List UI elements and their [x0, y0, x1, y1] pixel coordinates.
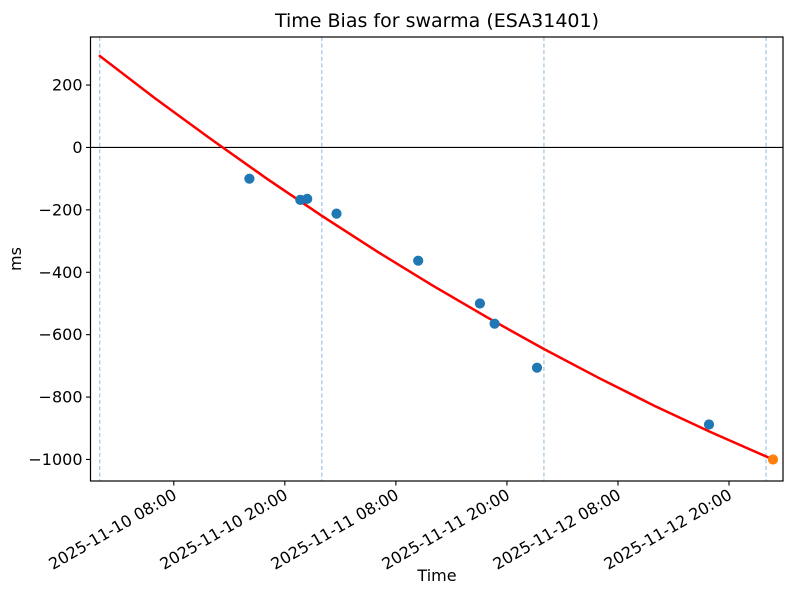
y-tick-label: −800 [39, 388, 83, 407]
time-bias-measurements-point [331, 208, 342, 219]
day-gridlines [99, 37, 767, 481]
time-bias-measurements-point [244, 173, 255, 184]
time-bias-measurements-point [302, 193, 313, 204]
time-bias-measurements-point [413, 255, 424, 266]
quadratic-fit-line [98, 54, 775, 461]
chart-title: Time Bias for swarma (ESA31401) [274, 10, 599, 32]
plot-frame [89, 36, 784, 482]
y-axis-ticks: 200 0 −200 −400 −600 −800 −1000 [28, 76, 91, 469]
x-axis-label: Time [416, 566, 456, 585]
scatter-points [244, 173, 779, 465]
time-bias-measurements-point [474, 298, 485, 309]
plot-area [90, 37, 783, 481]
latest-measurement-point [767, 454, 779, 465]
time-bias-measurements-point [703, 419, 715, 430]
y-tick-label: −200 [39, 200, 83, 219]
y-axis-label: ms [6, 247, 25, 271]
fit-line [98, 54, 775, 461]
time-bias-measurements-point [531, 362, 543, 373]
time-bias-measurements-point [489, 318, 500, 329]
y-tick-label: −1000 [28, 450, 82, 469]
y-tick-label: 200 [52, 76, 83, 95]
y-tick-label: 0 [72, 138, 82, 157]
y-tick-label: −400 [39, 263, 83, 282]
y-tick-label: −600 [39, 325, 83, 344]
